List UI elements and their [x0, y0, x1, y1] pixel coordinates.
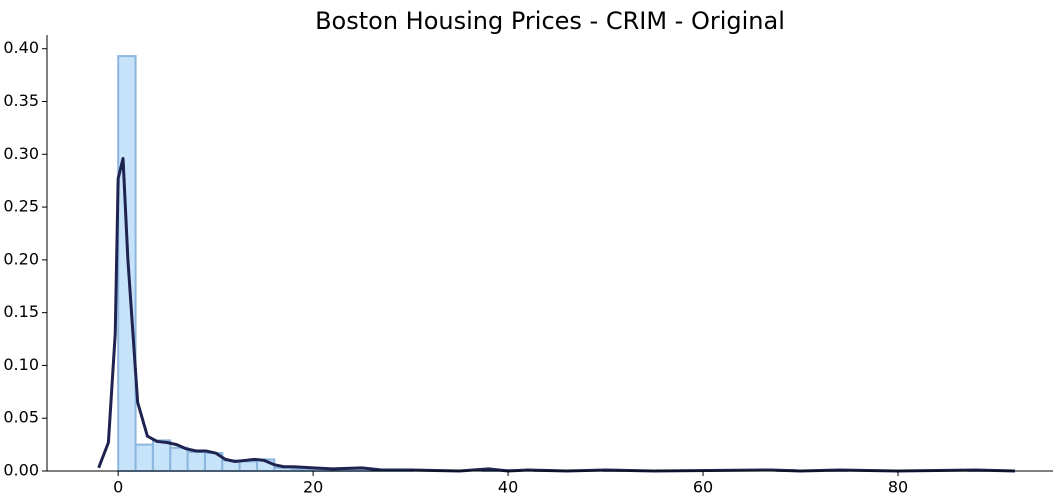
y-tick-label: 0.30 — [3, 144, 39, 163]
bar — [186, 450, 206, 473]
x-tick-label: 80 — [888, 478, 908, 497]
y-tick-label: 0.00 — [3, 461, 39, 480]
x-tick-label: 40 — [498, 478, 518, 497]
y-tick-label: 0.40 — [3, 38, 39, 57]
y-tick-label: 0.10 — [3, 355, 39, 374]
y-tick-label: 0.25 — [3, 197, 39, 216]
y-tick-label: 0.35 — [3, 91, 39, 110]
x-tick-label: 60 — [693, 478, 713, 497]
y-tick-label: 0.15 — [3, 302, 39, 321]
y-tick-label: 0.20 — [3, 249, 39, 268]
bar — [134, 443, 154, 473]
y-tick-label: 0.05 — [3, 408, 39, 427]
kde-line — [97, 157, 1016, 473]
chart-title: Boston Housing Prices - CRIM - Original — [315, 7, 785, 35]
x-tick-label: 20 — [303, 478, 323, 497]
x-tick-label: 0 — [113, 478, 123, 497]
bar — [169, 446, 189, 472]
bar — [238, 460, 259, 472]
bar — [151, 439, 172, 472]
